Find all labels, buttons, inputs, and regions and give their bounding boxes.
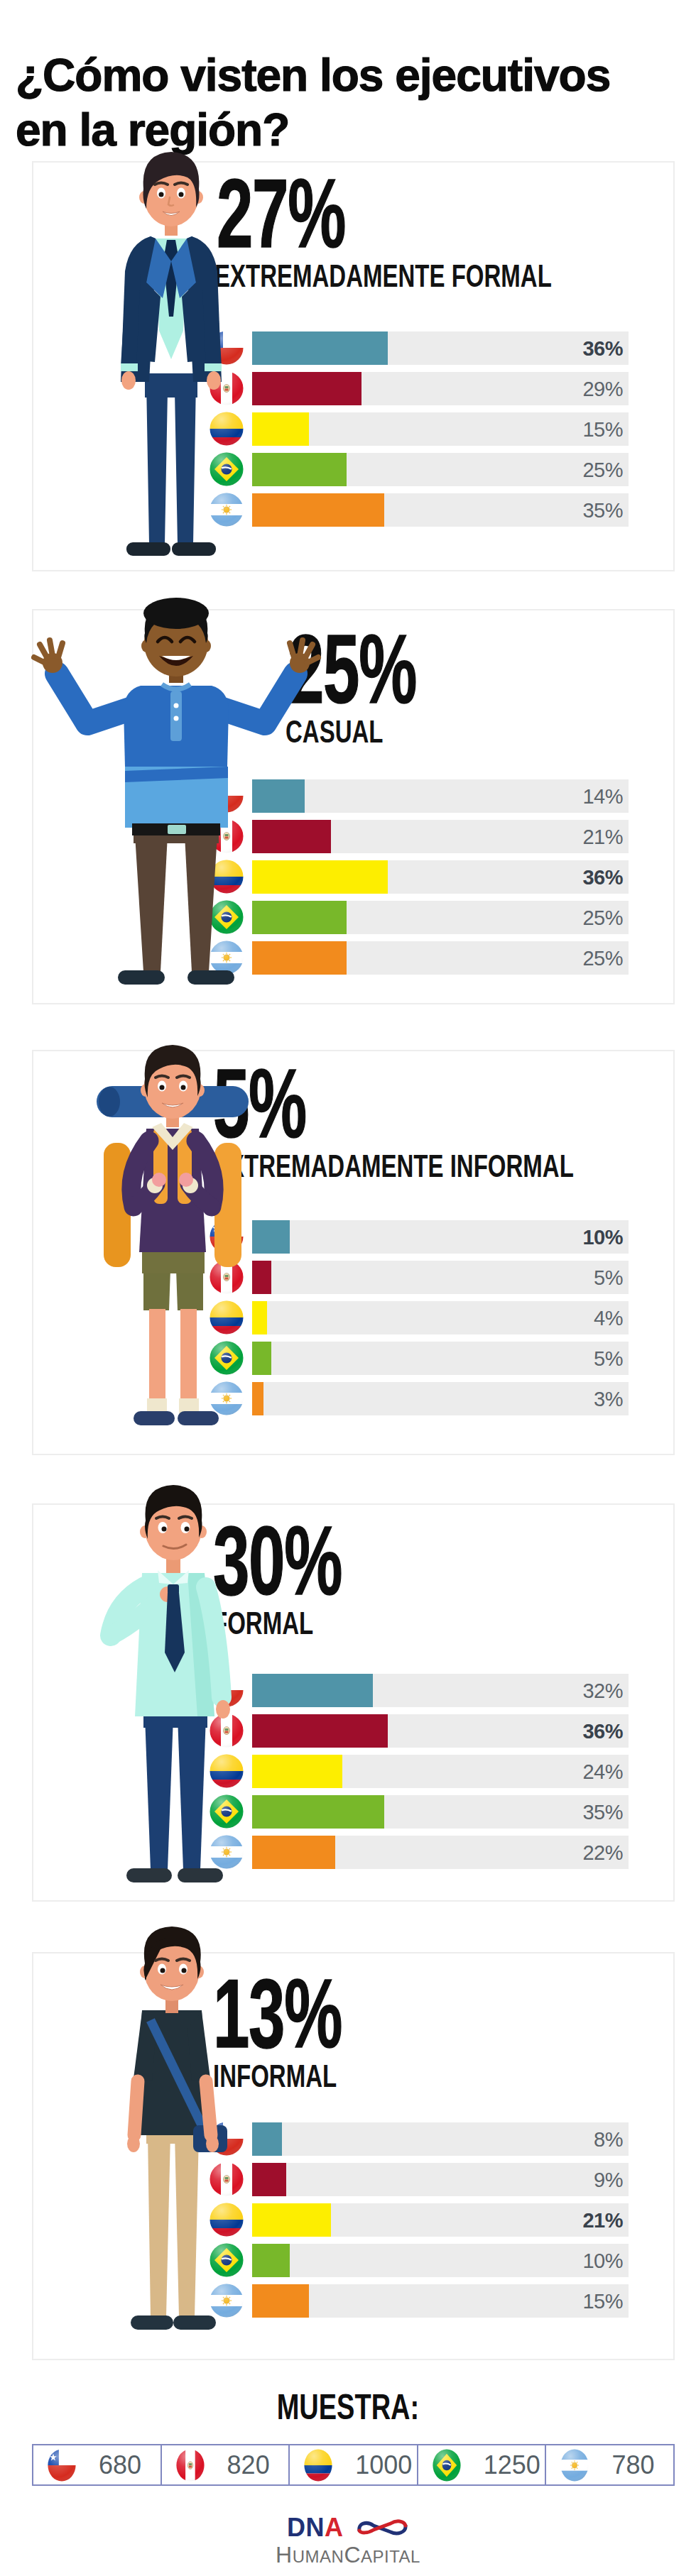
bar-value-label: 22% [582,1841,623,1864]
character-extremely-formal-man [61,146,281,572]
argentina-flag-icon [560,2449,589,2482]
brazil-flag-icon [433,2449,461,2482]
bar-value-label: 9% [594,2168,623,2191]
bar-track: 10% [252,1220,629,1254]
bar-track: 32% [252,1674,629,1707]
character-backpacker-man [55,1038,290,1457]
sample-cell-argentina: 780 [545,2445,673,2484]
bar-value-label: 25% [582,946,623,970]
bar-track: 8% [252,2122,629,2156]
sample-size: 780 [611,2450,654,2480]
dna-logo-text: DNA [287,2513,344,2542]
bar-value-label: 5% [594,1347,623,1370]
sample-size: 1000 [355,2450,412,2480]
muestra-heading: MUESTRA: [0,2386,696,2428]
sample-table: 680 820 1000 1250 780 [32,2444,675,2486]
bar-value-label: 5% [594,1266,623,1289]
bar-track: 35% [252,1795,629,1829]
bar-track: 36% [252,331,629,365]
sample-cell-peru: 820 [161,2445,289,2484]
character-informal-man [65,1921,278,2355]
bar-value-label: 35% [582,1800,623,1824]
bar-value-label: 24% [582,1760,623,1783]
infinity-icon [355,2518,409,2538]
bar-track: 15% [252,412,629,446]
peru-flag-icon [176,2449,205,2482]
bar-value-label: 32% [582,1679,623,1702]
bar-value-label: 25% [582,906,623,929]
colombia-flag-icon [304,2449,332,2482]
bar-value-label: 21% [582,825,623,848]
bar-value-label: 29% [582,377,623,400]
bar-track: 36% [252,1714,629,1748]
bar-track: 24% [252,1755,629,1788]
bar-track: 5% [252,1261,629,1294]
bar-track: 29% [252,372,629,405]
bar-value-label: 21% [582,2208,623,2232]
bar-value-label: 36% [582,865,623,889]
bar-track: 35% [252,493,629,527]
bar-value-label: 25% [582,458,623,481]
infographic-page: ¿Cómo visten los ejecutivosen la región?… [0,0,696,2576]
bar-value-label: 3% [594,1387,623,1410]
bar-track: 15% [252,2284,629,2318]
page-title: ¿Cómo visten los ejecutivosen la región? [16,48,610,158]
sample-size: 1250 [484,2450,540,2480]
sample-cell-brazil: 1250 [417,2445,545,2484]
bar-value-label: 15% [582,417,623,441]
bar-value-label: 35% [582,498,623,522]
bar-track: 4% [252,1301,629,1334]
bar-value-label: 14% [582,784,623,808]
chile-flag-icon [48,2449,76,2482]
bar-value-label: 10% [582,1225,623,1249]
character-formal-man [45,1481,287,1900]
sample-size: 820 [227,2450,270,2480]
bar-track: 25% [252,453,629,486]
bar-track: 10% [252,2244,629,2277]
bar-value-label: 15% [582,2289,623,2313]
character-casual-man [13,592,339,990]
sample-cell-chile: 680 [33,2445,161,2484]
sample-cell-colombia: 1000 [288,2445,417,2484]
bar-value-label: 36% [582,336,623,360]
bar-value-label: 10% [582,2249,623,2272]
humancapital-logo-text: HUMANCAPITAL [0,2542,696,2568]
bar-value-label: 36% [582,1719,623,1743]
bar-track: 21% [252,2203,629,2237]
bar-track: 5% [252,1342,629,1375]
bar-track: 9% [252,2163,629,2196]
bar-value-label: 4% [594,1306,623,1330]
bar-track: 22% [252,1836,629,1869]
bar-track: 3% [252,1382,629,1415]
sample-size: 680 [99,2450,141,2480]
bar-value-label: 8% [594,2127,623,2151]
dna-humancapital-logo: DNA HUMANCAPITAL [0,2513,696,2568]
